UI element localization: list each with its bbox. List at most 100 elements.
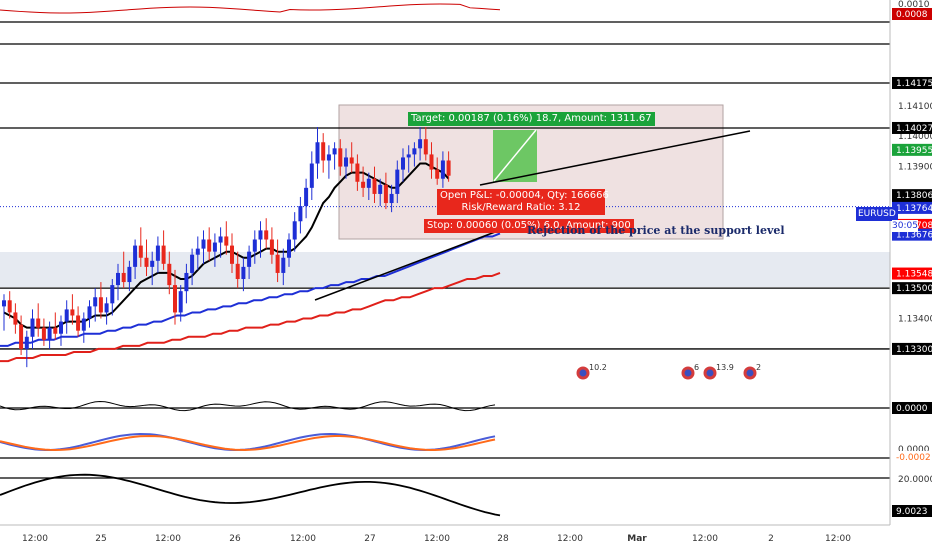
price-badge-bg [892, 201, 932, 214]
candle-body [429, 154, 434, 170]
indicator-value-badge: -0.0002 [896, 453, 931, 463]
candle-body [41, 327, 46, 340]
time-axis[interactable] [0, 525, 932, 550]
candle-body [70, 309, 75, 316]
level-badge-bg [892, 121, 932, 134]
event-label: 10.2 [589, 363, 607, 372]
time-label: 2 [768, 534, 774, 544]
candle-body [298, 206, 303, 222]
indicator-value-badge-bg [892, 402, 932, 414]
indicator-tick: 0.0010 [898, 0, 930, 10]
candle-body [47, 327, 52, 340]
candle-body [7, 300, 12, 313]
candle-body [355, 163, 360, 182]
time-label: 12:00 [424, 534, 450, 544]
candle-body [383, 184, 388, 204]
time-label: 26 [229, 534, 241, 544]
ma_medium-line [0, 232, 501, 347]
candle-body [321, 142, 326, 161]
candle-body [127, 266, 132, 283]
candle-body [2, 300, 6, 307]
candle-body [235, 263, 240, 280]
time-label: 12:00 [557, 534, 583, 544]
trend-line-lower[interactable] [314, 231, 496, 301]
price-tick-label: 1.13900 [898, 163, 932, 173]
event-flag-icon [706, 369, 714, 377]
candle-body [378, 184, 383, 194]
candle-body [36, 318, 41, 328]
level-badge-bg [892, 282, 932, 295]
candle-body [281, 257, 286, 273]
candle-body [309, 163, 314, 188]
candle-body [372, 178, 377, 194]
candlestick-series [2, 127, 451, 368]
level-badge: 1.13676 [896, 231, 932, 241]
candle-body [440, 160, 445, 179]
open-pnl-label: Open P&L: -0.00004, Qty: 166666 [437, 189, 609, 203]
event-label: 2 [756, 363, 761, 372]
candle-body [395, 169, 400, 194]
candle-body [269, 239, 274, 255]
price-tick-label: 1.14000 [898, 132, 932, 142]
event-flag-icon [579, 369, 587, 377]
candle-body [412, 148, 417, 155]
candle-body [19, 324, 24, 349]
candle-body [344, 157, 348, 167]
candle-body [87, 306, 92, 319]
candle-body [258, 230, 263, 240]
indicator-value-badge-bg [892, 505, 932, 517]
time-axis-labels: 12:00 25 12:00 26 12:00 27 12:00 28 12:00 Mar 12:0… [22, 534, 851, 544]
candle-body [224, 236, 229, 246]
candle-body [30, 318, 35, 337]
candle-body [247, 251, 252, 267]
candle-body [116, 272, 120, 286]
candle-body [144, 257, 149, 267]
price-tick-label: 1.13400 [898, 315, 932, 325]
candle-body [53, 327, 58, 334]
time-label: Mar [627, 534, 647, 544]
level-badge-bg [892, 342, 932, 355]
candle-body [59, 321, 63, 334]
level-badge-bg [892, 267, 932, 280]
candle-body [366, 178, 371, 188]
level-badge: 1.13500 [896, 284, 932, 294]
candle-body [178, 291, 183, 313]
candle-body [110, 285, 115, 304]
candle-body [326, 154, 331, 161]
oscillator-4-line [0, 473, 501, 517]
candle-body [121, 272, 126, 283]
indicator-value-badge: 0.0000 [896, 404, 928, 414]
time-label: 12:00 [692, 534, 718, 544]
trend-line-upper[interactable] [479, 130, 751, 186]
ma_slow-line [0, 271, 501, 363]
time-label: 12:00 [155, 534, 181, 544]
level-badge-bg [892, 76, 932, 89]
candle-body [389, 193, 394, 204]
candle-body [13, 312, 18, 325]
candle-body [64, 309, 69, 322]
candle-body [150, 260, 155, 267]
candle-body [287, 239, 291, 258]
candle-body [406, 154, 411, 158]
stop-label: Stop: 0.00060 (0.05%) 6.0, Amount: 900 [424, 219, 634, 233]
level-badge: 1.14027 [896, 124, 932, 134]
price-badge-bg [892, 143, 932, 156]
price-badge-bg [892, 189, 932, 202]
economic-events[interactable]: 10.2 6 13.9 2 [575, 363, 761, 381]
oscillator-3-slow [0, 434, 496, 452]
candle-body [230, 245, 234, 264]
event-flag-icon [746, 369, 754, 377]
candle-body [212, 242, 217, 252]
candle-body [446, 160, 451, 176]
time-label: 28 [497, 534, 509, 544]
candle-body [81, 318, 86, 331]
candle-body [207, 239, 212, 252]
event-flag-icon [684, 369, 692, 377]
indicator-tick: 0.0000 [898, 445, 930, 455]
candle-body [418, 139, 423, 149]
oscillator-1-line [0, 3, 501, 14]
target-label: Target: 0.00187 (0.16%) 18.7, Amount: 13… [408, 112, 655, 126]
candle-body [361, 181, 366, 188]
